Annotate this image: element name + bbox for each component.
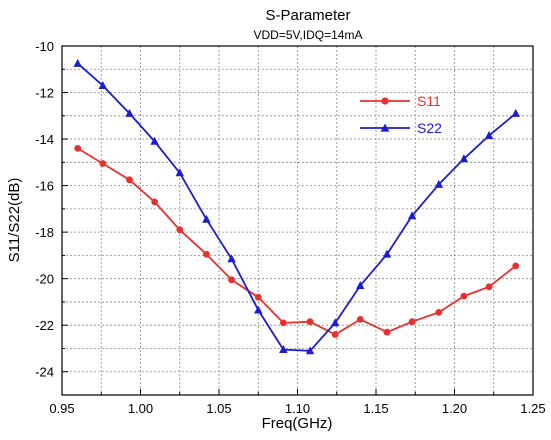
series-s22-point	[330, 318, 340, 327]
series-s22-point	[125, 108, 134, 117]
y-tick-label: -22	[35, 318, 54, 333]
series-s22-point	[407, 211, 417, 220]
series-s22-point	[459, 154, 469, 163]
series-s22-point	[484, 130, 494, 139]
series-s22-point	[511, 108, 520, 117]
series-s22-point	[150, 136, 159, 145]
legend-s11-label: S11	[417, 93, 441, 109]
y-tick-label: -24	[35, 365, 54, 380]
x-tick-label: 1.25	[520, 401, 545, 416]
series-s22-point	[356, 281, 365, 290]
series-s11-point	[151, 198, 159, 206]
series-s11-point	[408, 318, 416, 326]
y-axis-label: S11/S22(dB)	[6, 178, 23, 263]
legend: S11 S22	[360, 93, 442, 136]
x-tick-label: 1.00	[128, 401, 153, 416]
series-s11-point	[356, 315, 364, 323]
series-s11-line	[77, 147, 517, 336]
series-s11-point	[74, 144, 82, 152]
chart-subtitle: VDD=5V,IDQ=14mA	[254, 28, 363, 42]
series-s11-point	[99, 160, 107, 167]
y-tick-label: -10	[35, 39, 54, 54]
series-s11-point	[512, 262, 520, 270]
grid	[62, 46, 533, 395]
series-s11-point	[126, 176, 133, 184]
y-tick-label: -14	[35, 132, 54, 147]
series-layer	[73, 58, 520, 355]
y-tick-label: -16	[35, 179, 54, 194]
series-s22-point	[98, 80, 108, 89]
series-s22-point	[279, 345, 288, 354]
series-s22-point	[73, 58, 82, 67]
x-tick-label: 1.15	[363, 401, 388, 416]
series-s11-point	[331, 331, 339, 338]
series-s11-point	[279, 319, 287, 327]
series-s11-point	[228, 276, 235, 284]
y-tick-label: -12	[35, 86, 54, 101]
series-s22-point	[175, 168, 184, 177]
x-axis-label: Freq(GHz)	[262, 415, 333, 432]
series-s11-point	[203, 250, 210, 258]
x-tick-label: 0.95	[49, 401, 74, 416]
y-tick-label: -20	[35, 272, 54, 287]
series-s22-point	[434, 179, 443, 188]
series-s22-point	[202, 214, 211, 223]
series-s11-point	[254, 293, 262, 301]
series-s22-point	[382, 249, 392, 258]
series-s22-point	[227, 254, 236, 263]
series-s22-point	[254, 305, 263, 314]
x-tick-label: 1.10	[285, 401, 310, 416]
x-tick-label: 1.05	[206, 401, 231, 416]
series-s11-point	[460, 292, 468, 300]
legend-s11-marker	[381, 97, 389, 105]
series-s22-line	[77, 62, 517, 352]
axis-ticks: 0.95 1.00 1.05 1.10 1.15 1.20 1.25 -24 -22 -20 -18…	[35, 39, 545, 416]
series-s11-point	[306, 318, 314, 326]
legend-s22-marker	[380, 123, 390, 132]
series-s11-point	[435, 309, 443, 316]
chart-title: S-Parameter	[265, 7, 350, 24]
series-s11-point	[176, 226, 184, 234]
legend-s22-label: S22	[417, 120, 442, 136]
series-s11-point	[383, 328, 391, 336]
series-s22-point	[305, 346, 315, 355]
x-tick-label: 1.20	[442, 401, 467, 416]
y-tick-label: -18	[35, 225, 54, 240]
series-s11-point	[485, 283, 493, 291]
